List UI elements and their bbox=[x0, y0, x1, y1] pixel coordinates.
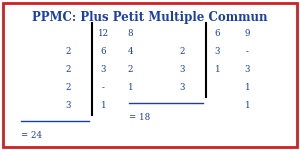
Text: 4: 4 bbox=[128, 47, 133, 56]
Text: 2: 2 bbox=[128, 65, 133, 74]
Text: -: - bbox=[246, 47, 249, 56]
Text: 8: 8 bbox=[128, 29, 133, 38]
Text: PPMC: Plus Petit Multiple Commun: PPMC: Plus Petit Multiple Commun bbox=[32, 11, 268, 24]
Text: 3: 3 bbox=[65, 101, 70, 110]
Text: 1: 1 bbox=[245, 83, 250, 92]
Text: 2: 2 bbox=[65, 65, 70, 74]
Text: 3: 3 bbox=[101, 65, 106, 74]
Text: = 24: = 24 bbox=[21, 131, 42, 140]
Text: 1: 1 bbox=[128, 83, 133, 92]
Text: 2: 2 bbox=[65, 83, 70, 92]
FancyBboxPatch shape bbox=[3, 3, 297, 147]
Text: 2: 2 bbox=[179, 47, 184, 56]
Text: 1: 1 bbox=[245, 101, 250, 110]
Text: 3: 3 bbox=[245, 65, 250, 74]
Text: 3: 3 bbox=[179, 65, 184, 74]
Text: 3: 3 bbox=[179, 83, 184, 92]
Text: 1: 1 bbox=[101, 101, 106, 110]
Text: 2: 2 bbox=[65, 47, 70, 56]
Text: 12: 12 bbox=[98, 29, 109, 38]
Text: -: - bbox=[102, 83, 105, 92]
Text: 3: 3 bbox=[215, 47, 220, 56]
Text: = 18: = 18 bbox=[129, 113, 150, 122]
Text: 9: 9 bbox=[245, 29, 250, 38]
Text: 1: 1 bbox=[215, 65, 220, 74]
Text: 6: 6 bbox=[215, 29, 220, 38]
Text: 6: 6 bbox=[101, 47, 106, 56]
